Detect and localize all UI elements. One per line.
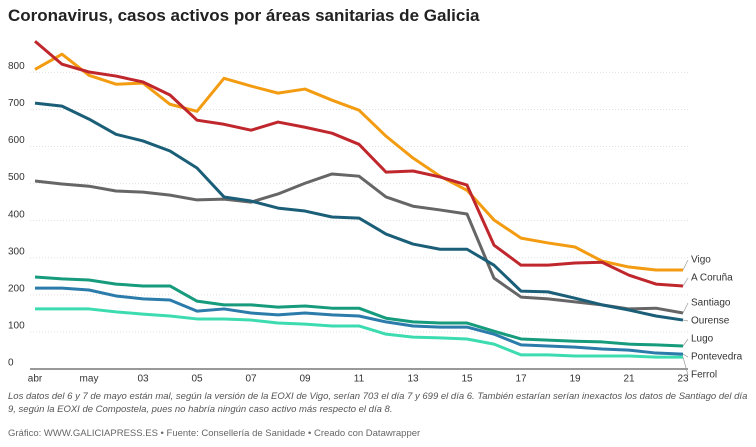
x-tick-label: 03 [137,374,149,385]
y-tick-label: 800 [8,61,25,72]
series-line [34,52,683,272]
label-leader [682,277,689,287]
x-tick-label: 19 [569,374,581,385]
label-leader [682,353,689,358]
label-leader [682,319,689,322]
y-tick-label: 200 [8,283,25,294]
series-label: Ferrol [691,370,717,381]
series-label: Santiago [691,298,731,309]
y-tick-label: 500 [8,172,25,183]
x-tick-label: 23 [677,374,689,385]
series-label: A Coruña [691,273,733,284]
x-tick-label: 11 [354,374,365,385]
x-tick-label: 09 [299,374,311,385]
series-line [35,307,683,359]
series-label: Ourense [691,316,730,327]
series-line [34,275,684,348]
x-tick-label: 15 [461,374,473,385]
x-tick-label: 13 [407,374,419,385]
note: Los datos del 6 y 7 de mayo están mal, s… [8,391,748,415]
y-tick-label: 100 [8,321,25,332]
chart: 0 100 200 300 400 500 600 700 800 abr may 03 05 07 09 1… [8,40,743,385]
x-tick-label: abr [28,374,43,385]
label-leader [682,357,689,376]
x-tick-label: 07 [245,374,257,385]
label-leader [682,338,689,347]
series-label: Pontevedra [691,352,743,363]
series-line [34,101,684,322]
series-line [34,172,684,315]
y-tick-label: 300 [8,246,25,257]
y-tick-label: 400 [8,209,25,220]
series-label: Lugo [691,334,714,345]
source: Gráfico: WWW.GALICIAPRESS.ES • Fuente: C… [8,428,421,439]
chart-title: Coronavirus, casos activos por áreas san… [8,6,480,25]
x-tick-label: 05 [191,374,203,385]
series-label: Vigo [691,255,711,266]
x-tick-label: may [80,374,99,385]
y-tick-label: 700 [8,98,25,109]
series-line [34,40,684,288]
label-leader [682,259,689,271]
x-tick-label: 21 [623,374,635,385]
y-tick-label: 600 [8,135,25,146]
x-tick-label: 17 [515,374,527,385]
y-tick-label: 0 [8,358,14,369]
label-leader [682,302,689,314]
series-line [35,286,684,356]
